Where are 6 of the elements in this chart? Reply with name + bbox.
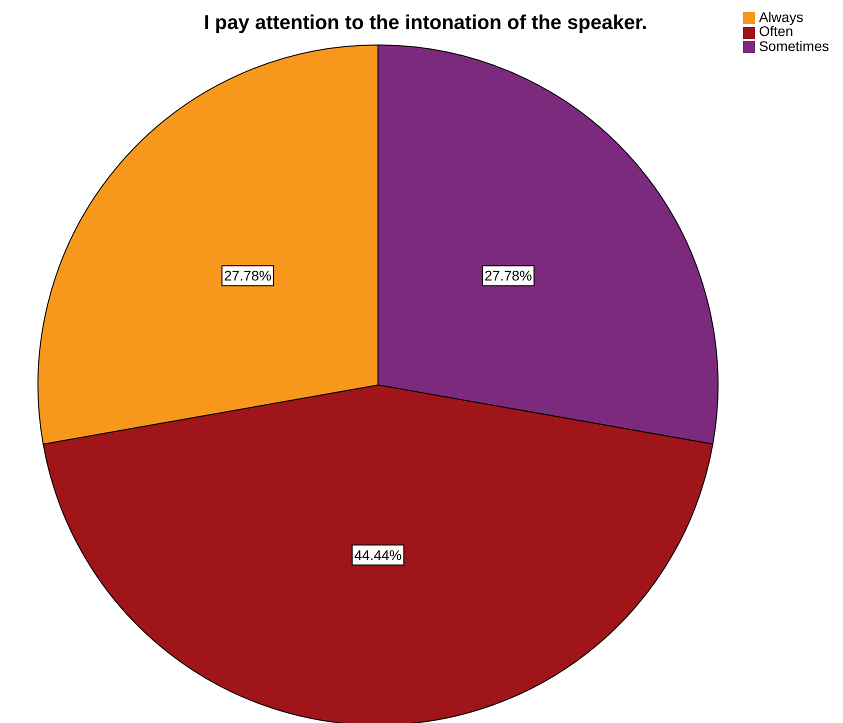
- data-label: 44.44%: [354, 547, 402, 563]
- data-label: 27.78%: [224, 268, 272, 284]
- data-label: 27.78%: [484, 268, 532, 284]
- legend-label: Sometimes: [758, 38, 829, 54]
- legend-label: Always: [758, 9, 804, 25]
- chart-title: I pay attention to the intonation of the speaker.: [204, 12, 648, 34]
